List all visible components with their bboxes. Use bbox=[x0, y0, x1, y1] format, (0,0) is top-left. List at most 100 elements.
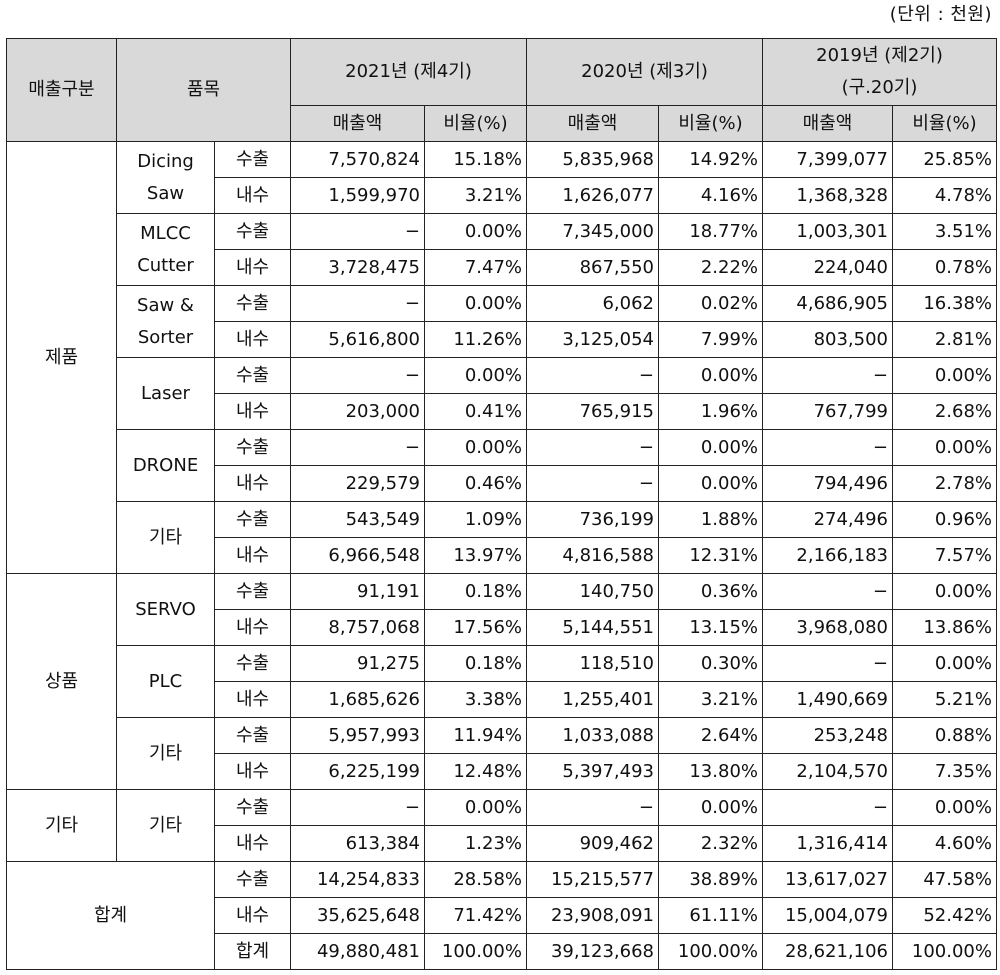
item-label-line1: 기타 bbox=[148, 742, 183, 764]
table-row: 기타 기타 수출 −0.00% −0.00% −0.00% bbox=[6, 789, 997, 862]
sales-cell: 613,384 bbox=[290, 825, 425, 862]
sales-cell: 2,166,183 bbox=[762, 537, 893, 574]
type-cell: 내수 bbox=[214, 537, 291, 574]
table-row: 내수 6,225,199 12.48% 5,397,493 13.80% 2,104,57… bbox=[7, 753, 997, 790]
sales-cell: 3,968,080 bbox=[762, 609, 893, 646]
item-cell: Dicing Saw bbox=[116, 141, 215, 214]
ratio-cell: 0.00% bbox=[424, 357, 527, 394]
sales-cell: 3,125,054 bbox=[526, 321, 659, 358]
item-label-line1: Saw & bbox=[137, 294, 194, 316]
sales-cell: − bbox=[290, 429, 425, 466]
ratio-cell: 71.42% bbox=[424, 897, 527, 934]
ratio-cell: 1.88% bbox=[658, 501, 763, 538]
ratio-cell: 7.35% bbox=[892, 753, 997, 790]
item-label-line2: Cutter bbox=[137, 254, 194, 276]
type-cell: 내수 bbox=[214, 753, 291, 790]
item-cell: 기타 bbox=[116, 501, 215, 574]
sales-cell: 7,345,000 bbox=[526, 213, 659, 250]
type-cell: 내수 bbox=[214, 465, 291, 502]
sales-cell: 5,957,993 bbox=[290, 717, 425, 754]
sales-cell: − bbox=[290, 285, 425, 322]
sales-cell: 6,062 bbox=[526, 285, 659, 322]
ratio-cell: 0.00% bbox=[892, 573, 997, 610]
ratio-cell: 7.57% bbox=[892, 537, 997, 574]
table-row: 내수 3,728,475 7.47% 867,550 2.22% 224,040 0.78% bbox=[7, 249, 997, 286]
sales-cell: − bbox=[526, 429, 659, 466]
ratio-cell: 14.92% bbox=[658, 141, 763, 178]
sales-cell: − bbox=[290, 789, 425, 826]
ratio-cell: 3.38% bbox=[424, 681, 527, 718]
header-ratio-2020: 비율(%) bbox=[658, 105, 763, 142]
sales-cell: 35,625,648 bbox=[290, 897, 425, 934]
sales-cell: 6,966,548 bbox=[290, 537, 425, 574]
item-cell: SERVO bbox=[116, 573, 215, 646]
header-year-2020: 2020년 (제3기) bbox=[526, 38, 763, 106]
ratio-cell: 0.00% bbox=[658, 789, 763, 826]
ratio-cell: 1.23% bbox=[424, 825, 527, 862]
type-cell: 수출 bbox=[214, 213, 291, 250]
sales-cell: 23,908,091 bbox=[526, 897, 659, 934]
sales-cell: − bbox=[762, 645, 893, 682]
ratio-cell: 11.94% bbox=[424, 717, 527, 754]
ratio-cell: 0.46% bbox=[424, 465, 527, 502]
item-label-line1: 기타 bbox=[148, 814, 183, 836]
ratio-cell: 100.00% bbox=[424, 933, 527, 970]
item-cell: Laser bbox=[116, 357, 215, 430]
ratio-cell: 12.31% bbox=[658, 537, 763, 574]
ratio-cell: 0.18% bbox=[424, 573, 527, 610]
sales-cell: 14,254,833 bbox=[290, 861, 425, 898]
type-cell: 내수 bbox=[214, 609, 291, 646]
item-label-line1: Dicing bbox=[137, 150, 194, 172]
ratio-cell: 38.89% bbox=[658, 861, 763, 898]
sales-cell: 765,915 bbox=[526, 393, 659, 430]
header-year-2019-line1: 2019년 (제2기) bbox=[816, 45, 943, 66]
type-cell: 합계 bbox=[214, 933, 291, 970]
ratio-cell: 3.21% bbox=[658, 681, 763, 718]
ratio-cell: 0.88% bbox=[892, 717, 997, 754]
item-label-line2: Saw bbox=[146, 182, 185, 204]
ratio-cell: 100.00% bbox=[892, 933, 997, 970]
table-row: PLC 수출 91,275 0.18% 118,510 0.30% −0.00% bbox=[7, 645, 997, 718]
type-cell: 내수 bbox=[214, 177, 291, 214]
ratio-cell: 7.99% bbox=[658, 321, 763, 358]
ratio-cell: 0.00% bbox=[658, 465, 763, 502]
ratio-cell: 61.11% bbox=[658, 897, 763, 934]
type-cell: 수출 bbox=[214, 717, 291, 754]
header-year-2021: 2021년 (제4기) bbox=[290, 38, 527, 106]
table-row: 내수 8,757,068 17.56% 5,144,551 13.15% 3,968,08… bbox=[7, 609, 997, 646]
item-label-line1: PLC bbox=[148, 670, 183, 692]
ratio-cell: 0.00% bbox=[892, 357, 997, 394]
sales-cell: 13,617,027 bbox=[762, 861, 893, 898]
sales-cell: 1,599,970 bbox=[290, 177, 425, 214]
ratio-cell: 0.00% bbox=[658, 357, 763, 394]
sales-cell: − bbox=[526, 357, 659, 394]
type-cell: 내수 bbox=[214, 897, 291, 934]
sales-cell: 15,004,079 bbox=[762, 897, 893, 934]
ratio-cell: 0.00% bbox=[892, 789, 997, 826]
sales-cell: 15,215,577 bbox=[526, 861, 659, 898]
sales-cell: 794,496 bbox=[762, 465, 893, 502]
sales-cell: 736,199 bbox=[526, 501, 659, 538]
type-cell: 수출 bbox=[214, 501, 291, 538]
type-cell: 수출 bbox=[214, 429, 291, 466]
table-row: MLCC Cutter 수출 −0.00% 7,345,000 18.77% 1,003,3… bbox=[7, 213, 997, 286]
ratio-cell: 0.00% bbox=[892, 429, 997, 466]
sales-cell: 1,685,626 bbox=[290, 681, 425, 718]
table-row: Saw & Sorter 수출 −0.00% 6,062 0.02% 4,686,905 16… bbox=[7, 285, 997, 358]
table-row: 내수 229,579 0.46% −0.00% 794,496 2.78% bbox=[7, 465, 997, 502]
item-label-line1: SERVO bbox=[135, 598, 196, 620]
ratio-cell: 0.41% bbox=[424, 393, 527, 430]
sales-cell: 543,549 bbox=[290, 501, 425, 538]
table-row: 내수 203,000 0.41% 765,915 1.96% 767,799 2.68% bbox=[7, 393, 997, 430]
table-row: 기타 수출 543,549 1.09% 736,199 1.88% 274,496 0.96% bbox=[7, 501, 997, 574]
table-row: 내수 6,966,548 13.97% 4,816,588 12.31% 2,166,18… bbox=[7, 537, 997, 574]
sales-cell: − bbox=[762, 429, 893, 466]
sales-cell: 5,616,800 bbox=[290, 321, 425, 358]
ratio-cell: 17.56% bbox=[424, 609, 527, 646]
sales-cell: 1,255,401 bbox=[526, 681, 659, 718]
ratio-cell: 13.86% bbox=[892, 609, 997, 646]
ratio-cell: 0.96% bbox=[892, 501, 997, 538]
sales-cell: 4,686,905 bbox=[762, 285, 893, 322]
header-ratio-2019: 비율(%) bbox=[892, 105, 997, 142]
ratio-cell: 0.00% bbox=[424, 429, 527, 466]
